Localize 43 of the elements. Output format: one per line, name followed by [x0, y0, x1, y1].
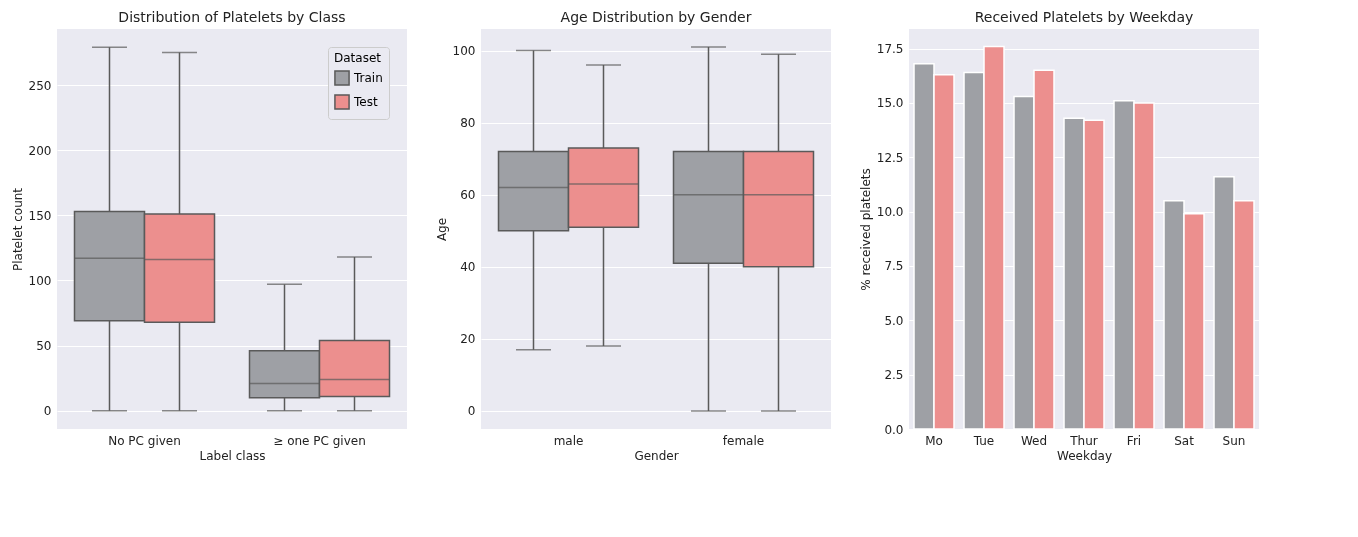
y-axis-title: Age [434, 217, 449, 242]
x-tick-label: Mo [925, 433, 943, 448]
y-tick-label: 100 [452, 44, 476, 59]
y-tick-label: 150 [28, 208, 52, 223]
legend-title: Dataset [334, 51, 382, 65]
y-tick-label: 12.5 [876, 150, 904, 165]
x-tick-label: male [553, 433, 584, 448]
y-tick-label: 7.5 [884, 259, 904, 274]
y-tick-label: 40 [460, 260, 476, 275]
y-tick-label: 80 [460, 116, 476, 131]
x-axis-title: Weekday [1057, 448, 1112, 463]
y-tick-label: 10.0 [876, 205, 904, 220]
y-tick-label: 100 [28, 273, 52, 288]
chart-title: Age Distribution by Gender [560, 9, 752, 25]
x-tick-label: Fri [1126, 433, 1142, 448]
y-tick-label: 60 [460, 188, 476, 203]
y-tick-label: 15.0 [876, 96, 904, 111]
y-tick-label: 0.0 [884, 422, 904, 437]
chart-title: Distribution of Platelets by Class [118, 9, 346, 25]
y-tick-label: 200 [28, 143, 52, 158]
x-tick-label: No PC given [108, 433, 181, 448]
chart-title: Received Platelets by Weekday [974, 9, 1194, 25]
x-tick-label: Sat [1174, 433, 1195, 448]
x-tick-label: ≥ one PC given [273, 433, 366, 448]
y-tick-label: 0 [43, 404, 52, 419]
y-tick-label: 250 [28, 78, 52, 93]
y-axis-title: Platelet count [10, 187, 25, 272]
y-tick-label: 17.5 [876, 42, 904, 57]
x-axis-title: Label class [199, 448, 266, 463]
legend-label: Test [353, 95, 378, 109]
x-tick-label: female [722, 433, 765, 448]
y-axis-title: % received platelets [858, 168, 873, 291]
x-tick-label: Thur [1069, 433, 1098, 448]
x-tick-label: Sun [1222, 433, 1246, 448]
y-tick-label: 50 [36, 339, 52, 354]
legend-label: Train [353, 71, 383, 85]
x-axis-title: Gender [634, 448, 679, 463]
y-tick-label: 5.0 [884, 313, 904, 328]
y-tick-label: 0 [467, 404, 476, 419]
y-tick-label: 2.5 [884, 368, 904, 383]
y-tick-label: 20 [460, 332, 476, 347]
x-tick-label: Wed [1020, 433, 1048, 448]
x-tick-label: Tue [972, 433, 995, 448]
